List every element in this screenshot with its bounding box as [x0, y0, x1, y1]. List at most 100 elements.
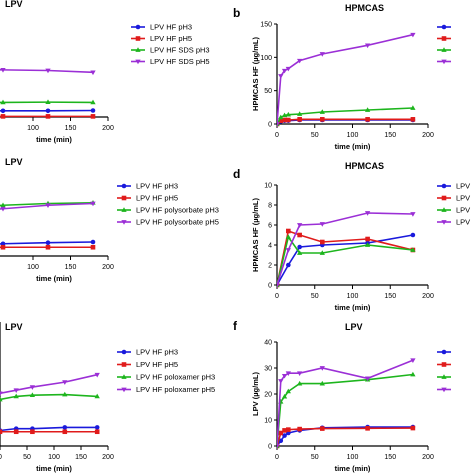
y-axis-label: LPV (µg/mL): [251, 372, 260, 416]
x-tick-label: 150: [65, 264, 77, 271]
legend-label: LPV HF polysorbate pH5: [136, 218, 219, 227]
data-point: [297, 371, 303, 376]
data-point: [0, 99, 6, 105]
legend-marker: [441, 59, 447, 65]
data-point: [62, 429, 68, 435]
legend-marker: [121, 220, 127, 225]
data-point: [45, 68, 51, 74]
data-point: [90, 201, 96, 207]
y-tick-label: 20: [264, 392, 272, 399]
x-tick-label: 150: [384, 132, 396, 139]
data-point: [278, 430, 284, 436]
legend-marker: [135, 24, 141, 30]
x-tick-label: 50: [23, 454, 31, 461]
x-tick-label: 100: [48, 454, 60, 461]
data-point: [0, 202, 6, 208]
data-point: [62, 425, 68, 430]
data-point: [281, 68, 288, 74]
legend-marker: [121, 195, 127, 201]
data-point: [90, 99, 96, 105]
x-axis-label: time (min): [335, 303, 371, 312]
panel-c: 100 150 200 time (min) LPV LPV HF pH3 LPV HF p…: [0, 157, 219, 283]
data-point: [319, 109, 325, 114]
y-tick-label: 8: [268, 203, 272, 210]
legend-marker: [441, 195, 447, 201]
y-axis-label: HPMCAS HF (µg/mL): [251, 37, 260, 111]
y-axis-label: HPMCAS HF (µg/mL): [251, 198, 260, 272]
legend-marker: [441, 387, 447, 393]
data-point: [319, 222, 325, 227]
y-tick-label: 150: [260, 22, 272, 29]
x-tick-label: 200: [102, 454, 114, 461]
data-point: [45, 114, 51, 119]
y-tick-label: 50: [264, 88, 272, 95]
data-point: [365, 117, 370, 122]
data-point: [278, 114, 284, 120]
legend-marker: [121, 387, 127, 393]
data-point: [410, 232, 416, 238]
y-tick-label: 10: [264, 183, 272, 190]
data-point: [0, 391, 3, 397]
series-line: [277, 229, 414, 286]
data-point: [277, 283, 280, 288]
data-point: [94, 372, 100, 378]
plot-area: [277, 358, 416, 449]
legend-label: LPV HF polysorbate pH3: [136, 206, 219, 215]
data-point: [297, 232, 302, 238]
panel-e: 0 50 100 150 200 time (min) LPV LPV HF pH3 LPV H…: [0, 322, 215, 473]
data-point: [90, 114, 96, 119]
legend-label: LPV HF pH3: [136, 348, 178, 357]
data-point: [297, 111, 303, 116]
panel-b: 0 50 100 150 200 0 50 100 150 time (min) HPMCAS HF…: [233, 3, 451, 151]
data-point: [0, 68, 6, 73]
legend-label: LPV HF pH3: [136, 182, 178, 191]
data-point: [364, 43, 371, 49]
y-tick-label: 30: [264, 366, 272, 373]
data-point: [45, 108, 51, 114]
data-point: [364, 242, 371, 247]
legend-label: LPV HF pH5: [136, 194, 178, 203]
data-point: [30, 429, 35, 435]
legend-marker: [441, 220, 447, 225]
data-point: [13, 429, 19, 435]
panel-title: LPV: [5, 157, 23, 167]
data-point: [285, 248, 291, 253]
legend-label: LPV HF pH5: [150, 34, 192, 43]
data-point: [285, 371, 291, 376]
data-point: [364, 211, 371, 216]
plot-area: [277, 211, 416, 288]
panel-title: LPV: [345, 322, 363, 332]
y-tick-label: 100: [260, 55, 272, 62]
data-point: [0, 241, 6, 247]
x-tick-label: 200: [102, 125, 114, 132]
legend-label: LPV HF pH5: [136, 360, 178, 369]
data-point: [319, 366, 325, 371]
data-point: [297, 426, 302, 432]
data-point: [13, 393, 19, 399]
data-point: [285, 111, 291, 117]
panel-a: 100 150 200 time (min) LPV LPV HF pH3 LPV HF p…: [0, 0, 210, 144]
x-axis-label: time (min): [335, 142, 371, 151]
data-point: [365, 426, 370, 431]
panel-title: LPV: [5, 0, 23, 9]
series-line: [277, 212, 413, 286]
legend-marker: [135, 47, 141, 52]
data-point: [277, 444, 280, 449]
data-point: [297, 250, 303, 255]
data-point: [320, 426, 325, 431]
data-point: [278, 74, 284, 79]
data-point: [364, 107, 371, 112]
legend-label: LPV: [456, 206, 470, 215]
legend-marker: [441, 362, 447, 367]
data-point: [0, 396, 3, 402]
data-point: [365, 236, 370, 242]
data-point: [410, 32, 416, 38]
data-point: [320, 239, 325, 245]
data-point: [319, 52, 325, 57]
legend-marker: [135, 36, 141, 41]
x-axis-label: time (min): [36, 274, 72, 283]
legend-marker: [121, 207, 127, 212]
x-tick-label: 0: [275, 454, 279, 461]
data-point: [13, 388, 19, 393]
data-point: [0, 429, 3, 435]
